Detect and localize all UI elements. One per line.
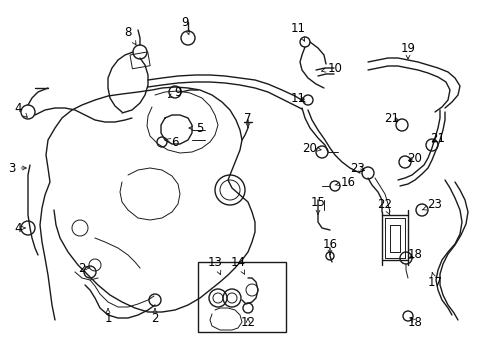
Text: 18: 18 — [408, 248, 422, 261]
Text: 14: 14 — [230, 256, 245, 274]
Text: 16: 16 — [322, 238, 338, 255]
Text: 19: 19 — [400, 41, 416, 59]
Text: 22: 22 — [377, 198, 392, 215]
Text: 15: 15 — [311, 195, 325, 214]
Text: 6: 6 — [166, 135, 179, 148]
Bar — [130, 52, 150, 69]
Text: 9: 9 — [169, 85, 182, 99]
Text: 13: 13 — [208, 256, 222, 275]
Text: 20: 20 — [302, 141, 321, 154]
Text: 5: 5 — [189, 122, 204, 135]
Text: 4: 4 — [14, 221, 25, 234]
Text: 18: 18 — [408, 315, 422, 328]
Text: 11: 11 — [291, 22, 305, 41]
Text: 9: 9 — [181, 15, 190, 35]
Text: 16: 16 — [335, 175, 356, 189]
Text: 17: 17 — [427, 273, 442, 288]
Text: 2: 2 — [151, 309, 159, 324]
Bar — [198, 262, 286, 332]
Text: 23: 23 — [422, 198, 442, 211]
Text: 4: 4 — [14, 102, 27, 117]
Text: 7: 7 — [244, 112, 252, 127]
Text: 12: 12 — [241, 315, 255, 328]
Text: 10: 10 — [321, 62, 343, 75]
Text: 1: 1 — [104, 309, 112, 324]
Text: 2: 2 — [78, 261, 89, 274]
Text: 21: 21 — [431, 131, 445, 144]
Text: 3: 3 — [8, 162, 26, 175]
Text: 20: 20 — [408, 152, 422, 165]
Text: 23: 23 — [350, 162, 366, 175]
Text: 8: 8 — [124, 26, 136, 45]
Text: 11: 11 — [291, 91, 305, 104]
Text: 21: 21 — [385, 112, 399, 125]
